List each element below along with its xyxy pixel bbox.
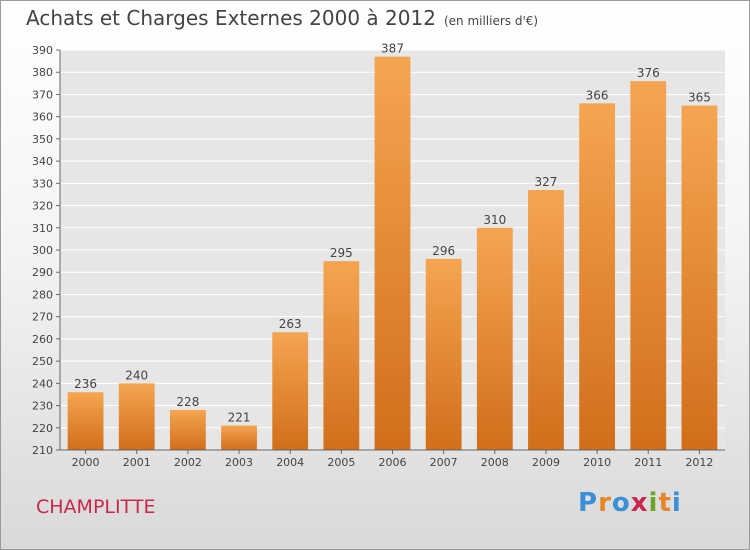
y-tick-label: 310: [32, 222, 53, 235]
value-label-2008: 310: [483, 213, 506, 227]
x-tick-label-2002: 2002: [174, 456, 202, 469]
title-unit: (en milliers d'€): [443, 14, 539, 28]
x-tick-label-2012: 2012: [685, 456, 713, 469]
logo-letter: r: [598, 488, 612, 518]
logo-letter: x: [630, 488, 649, 518]
value-label-2005: 295: [330, 246, 353, 260]
y-tick-label: 240: [32, 377, 53, 390]
value-label-2002: 228: [176, 395, 199, 409]
chart-title: Achats et Charges Externes 2000 à 2012 (e…: [26, 6, 538, 30]
bar-2005: [323, 261, 360, 450]
value-label-2009: 327: [535, 175, 558, 189]
y-tick-label: 230: [32, 400, 53, 413]
bar-2004: [272, 332, 309, 450]
bar-2001: [118, 383, 155, 450]
bar-2007: [425, 258, 462, 450]
y-tick-label: 370: [32, 88, 53, 101]
logo-letter: i: [671, 488, 682, 518]
y-tick-label: 280: [32, 288, 53, 301]
y-tick-label: 250: [32, 355, 53, 368]
value-label-2000: 236: [74, 377, 97, 391]
y-tick-label: 350: [32, 133, 53, 146]
title-main: Achats et Charges Externes 2000 à 2012: [26, 6, 436, 30]
x-tick-label-2003: 2003: [225, 456, 253, 469]
y-tick-label: 270: [32, 311, 53, 324]
x-tick-label-2007: 2007: [430, 456, 458, 469]
bar-2002: [169, 410, 206, 450]
value-label-2011: 376: [637, 66, 660, 80]
bar-2011: [630, 81, 667, 450]
bar-2006: [374, 56, 411, 451]
value-label-2012: 365: [688, 91, 711, 105]
x-tick-label-2006: 2006: [379, 456, 407, 469]
logo-letter: i: [648, 488, 659, 518]
value-label-2001: 240: [125, 368, 148, 382]
logo-letter: o: [611, 488, 631, 518]
bar-2000: [67, 392, 104, 450]
x-tick-label-2000: 2000: [72, 456, 100, 469]
commune-name: CHAMPLITTE: [36, 496, 156, 518]
y-tick-label: 220: [32, 422, 53, 435]
value-label-2010: 366: [586, 88, 609, 102]
value-label-2006: 387: [381, 42, 404, 56]
x-tick-label-2005: 2005: [327, 456, 355, 469]
y-tick-label: 260: [32, 333, 53, 346]
bar-2010: [579, 103, 616, 450]
y-tick-label: 390: [32, 44, 53, 57]
y-tick-label: 300: [32, 244, 53, 257]
x-tick-label-2008: 2008: [481, 456, 509, 469]
bar-2003: [221, 425, 257, 450]
bar-2009: [528, 190, 564, 450]
y-tick-label: 290: [32, 266, 53, 279]
value-label-2004: 263: [279, 317, 302, 331]
y-tick-label: 340: [32, 155, 53, 168]
x-tick-label-2009: 2009: [532, 456, 560, 469]
x-tick-label-2011: 2011: [634, 456, 662, 469]
value-label-2003: 221: [228, 411, 251, 425]
x-tick-label-2001: 2001: [123, 456, 151, 469]
bar-2008: [476, 227, 513, 450]
value-label-2007: 296: [432, 244, 455, 258]
x-tick-label-2004: 2004: [276, 456, 304, 469]
proxiti-logo: Proxiti: [578, 488, 682, 518]
y-tick-label: 360: [32, 111, 53, 124]
y-tick-label: 210: [32, 444, 53, 457]
x-tick-label-2010: 2010: [583, 456, 611, 469]
bar-2012: [681, 105, 718, 451]
y-tick-label: 320: [32, 200, 53, 213]
y-tick-label: 380: [32, 66, 53, 79]
logo-letter: t: [658, 488, 672, 518]
y-tick-label: 330: [32, 177, 53, 190]
logo-letter: P: [578, 488, 599, 518]
